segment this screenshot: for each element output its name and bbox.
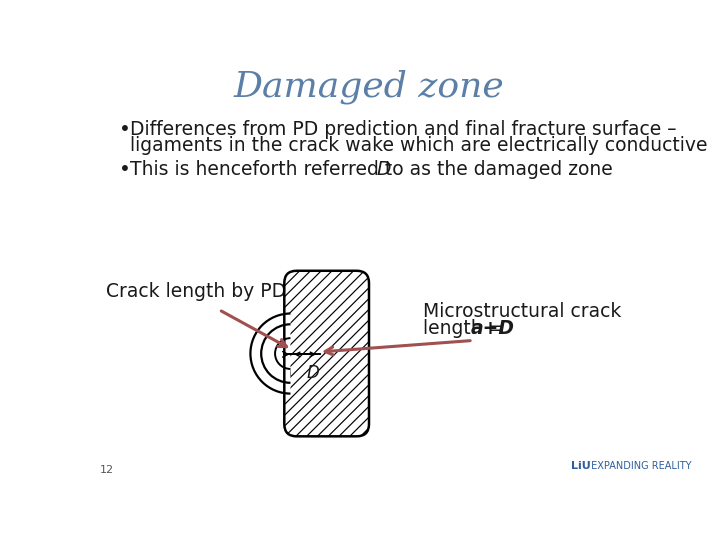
Text: Damaged zone: Damaged zone: [233, 69, 505, 104]
Text: Microstructural crack: Microstructural crack: [423, 302, 621, 321]
Wedge shape: [251, 314, 290, 394]
Text: ligaments in the crack wake which are electrically conductive: ligaments in the crack wake which are el…: [130, 137, 708, 156]
Text: 12: 12: [99, 465, 114, 475]
Text: •: •: [119, 160, 130, 179]
Text: length =: length =: [423, 320, 510, 339]
Text: a: a: [282, 364, 293, 382]
Text: LiU: LiU: [571, 461, 590, 471]
Text: •: •: [119, 120, 130, 139]
Text: This is henceforth referred to as the damaged zone: This is henceforth referred to as the da…: [130, 160, 619, 179]
FancyBboxPatch shape: [284, 271, 369, 436]
Text: Differences from PD prediction and final fracture surface –: Differences from PD prediction and final…: [130, 120, 677, 139]
Text: EXPANDING REALITY: EXPANDING REALITY: [588, 461, 692, 471]
Text: D: D: [377, 160, 391, 179]
Text: Crack length by PD: Crack length by PD: [106, 282, 286, 301]
Text: D: D: [307, 364, 320, 382]
Text: a+D: a+D: [471, 320, 515, 339]
